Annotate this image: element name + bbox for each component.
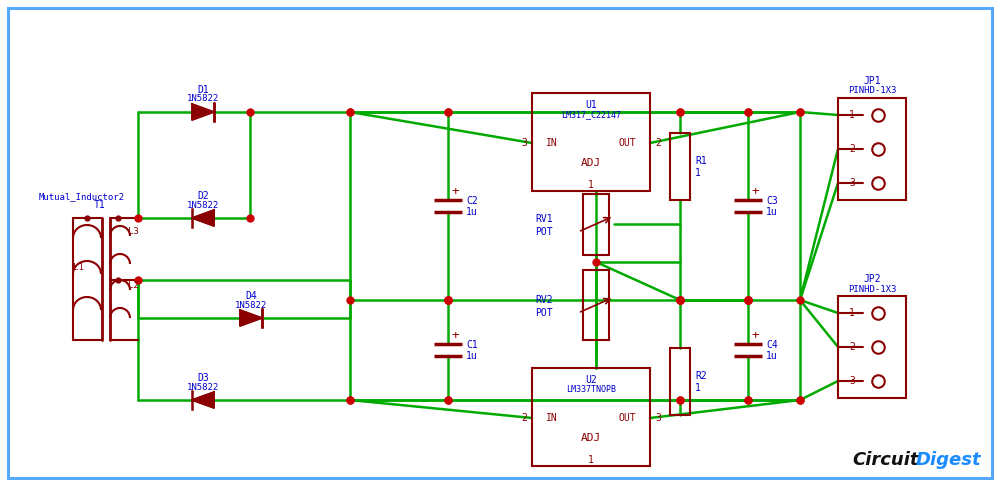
Text: R1: R1 — [695, 156, 707, 166]
Text: ADJ: ADJ — [581, 158, 601, 168]
Text: 1u: 1u — [466, 207, 478, 217]
Text: LM337TNOPB: LM337TNOPB — [566, 385, 616, 395]
Text: C2: C2 — [466, 196, 478, 206]
Text: C3: C3 — [766, 196, 778, 206]
Text: +: + — [452, 330, 460, 343]
Bar — [670, 348, 690, 415]
Text: RV2: RV2 — [535, 295, 553, 305]
Polygon shape — [240, 310, 262, 326]
Text: 1N5822: 1N5822 — [187, 201, 219, 209]
Text: 1: 1 — [849, 110, 855, 120]
Text: 1N5822: 1N5822 — [187, 94, 219, 104]
Bar — [532, 368, 650, 466]
Text: U2: U2 — [585, 375, 597, 385]
Text: OUT: OUT — [618, 138, 636, 148]
Text: T1: T1 — [94, 200, 106, 210]
Text: L1: L1 — [73, 263, 83, 273]
Text: +: + — [452, 186, 460, 198]
Text: 1: 1 — [849, 308, 855, 318]
Text: RV1: RV1 — [535, 214, 553, 224]
Text: IN: IN — [546, 413, 558, 423]
Bar — [583, 270, 609, 340]
Bar — [532, 93, 650, 191]
Text: U1: U1 — [585, 100, 597, 110]
Text: 1: 1 — [695, 383, 701, 393]
Bar — [838, 98, 906, 200]
Text: 1: 1 — [588, 455, 594, 465]
Text: L2: L2 — [128, 280, 139, 290]
Text: ADJ: ADJ — [581, 433, 601, 443]
Text: D3: D3 — [197, 373, 209, 383]
Text: R2: R2 — [695, 371, 707, 381]
Text: PINHD-1X3: PINHD-1X3 — [848, 87, 896, 96]
Text: +: + — [752, 186, 760, 198]
Text: D1: D1 — [197, 85, 209, 95]
Text: D4: D4 — [245, 291, 257, 301]
Text: C4: C4 — [766, 340, 778, 350]
Text: 1N5822: 1N5822 — [235, 300, 267, 310]
Text: 1u: 1u — [766, 207, 778, 217]
Text: 3: 3 — [521, 138, 527, 148]
Text: 1u: 1u — [466, 351, 478, 361]
Text: Mutual_Inductor2: Mutual_Inductor2 — [39, 192, 125, 202]
Text: L3: L3 — [128, 227, 139, 237]
Text: 3: 3 — [849, 376, 855, 386]
Text: C1: C1 — [466, 340, 478, 350]
Polygon shape — [192, 104, 214, 120]
Text: 1u: 1u — [766, 351, 778, 361]
Text: 3: 3 — [849, 178, 855, 188]
Text: 1: 1 — [588, 180, 594, 190]
Polygon shape — [192, 210, 214, 226]
Bar — [583, 194, 609, 255]
Text: 3: 3 — [655, 413, 661, 423]
Text: 2: 2 — [849, 342, 855, 352]
Text: LM317_C22147: LM317_C22147 — [561, 110, 621, 120]
Bar — [838, 296, 906, 398]
Text: 2: 2 — [521, 413, 527, 423]
Text: JP2: JP2 — [863, 274, 881, 284]
Text: IN: IN — [546, 138, 558, 148]
Text: 1N5822: 1N5822 — [187, 382, 219, 392]
Text: JP1: JP1 — [863, 76, 881, 86]
Text: Digest: Digest — [916, 451, 982, 469]
Text: 2: 2 — [849, 144, 855, 154]
Text: 1: 1 — [695, 168, 701, 178]
Text: 2: 2 — [655, 138, 661, 148]
Text: POT: POT — [535, 308, 553, 318]
Polygon shape — [192, 392, 214, 408]
Bar — [670, 133, 690, 200]
Text: OUT: OUT — [618, 413, 636, 423]
Text: POT: POT — [535, 227, 553, 237]
Text: +: + — [752, 330, 760, 343]
Text: PINHD-1X3: PINHD-1X3 — [848, 284, 896, 294]
Text: Circuit: Circuit — [852, 451, 918, 469]
Text: D2: D2 — [197, 191, 209, 201]
